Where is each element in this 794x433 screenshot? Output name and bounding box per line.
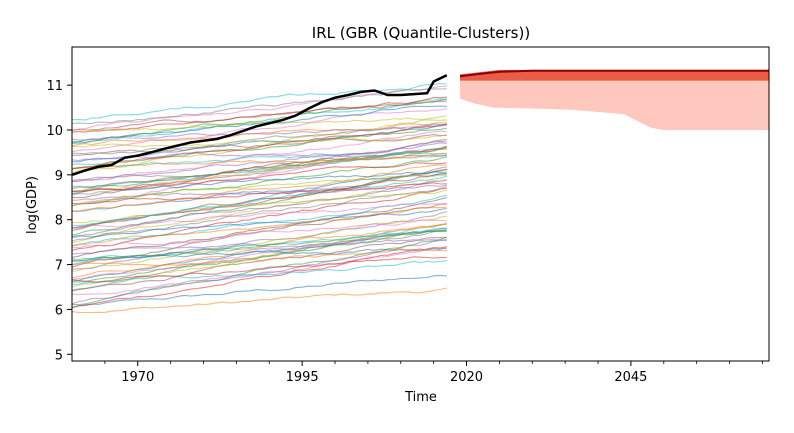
plot-frame [71,46,770,362]
forecast-inner-band [460,69,769,81]
background-series-line [71,96,447,133]
background-series-line [71,162,447,192]
background-series-line [71,164,447,213]
background-series-line [71,207,447,238]
background-series-line [71,215,447,273]
background-series-line [71,123,447,170]
background-series-line [71,247,447,262]
background-series-line [71,117,447,133]
y-tick-label: 5 [55,348,63,363]
y-axis-label: log(GDP) [25,176,40,234]
background-series-line [71,229,447,266]
background-series-line [71,83,447,121]
background-series-line [71,203,447,229]
background-series-line [71,100,447,131]
background-series-line [71,260,447,285]
background-series-line [71,223,447,279]
background-series-line [71,108,447,153]
highlight-series-line [71,74,448,176]
background-series-line [71,237,447,292]
background-series-line [71,239,447,305]
y-tick-label: 9 [55,169,63,184]
background-series-line [71,154,447,182]
background-series-line [71,153,447,188]
plot-area [71,69,769,314]
y-tick-label: 8 [55,214,63,229]
background-series-line [71,211,447,270]
forecast-central-line [459,69,769,78]
background-series-line [71,239,447,255]
background-series-line [71,287,447,314]
background-series-line [71,189,447,224]
background-series-line [71,248,447,266]
y-tick-label: 11 [46,79,63,94]
background-series-line [71,274,447,309]
background-series-line [71,134,447,148]
background-series-line [71,185,447,242]
background-series-line [71,166,447,229]
background-series-line [71,174,447,205]
x-tick-label: 2045 [614,370,647,385]
background-series-line [71,219,447,249]
background-series-line [71,153,447,169]
x-tick-label: 2020 [450,370,483,385]
x-axis-label: Time [404,390,437,405]
background-series-line [71,256,447,283]
background-series-line [71,123,447,141]
x-tick-label: 1995 [286,370,319,385]
background-series-line [72,133,447,156]
background-series-line [71,206,447,247]
y-tick-label: 10 [46,124,63,139]
y-tick-label: 6 [55,303,63,318]
y-tick-label: 7 [55,259,63,274]
forecast-outer-band [460,70,769,130]
x-tick-label: 1970 [121,370,154,385]
background-series-line [71,246,447,309]
x-axis: 1970 1995 2020 2045 [104,361,763,385]
background-series-line [71,171,447,195]
background-series-line [71,141,447,183]
background-series-line [71,187,447,251]
background-series-line [71,175,447,227]
y-axis: 5 6 7 8 9 10 11 [46,79,72,363]
chart-title: IRL (GBR (Quantile-Clusters)) [312,24,530,42]
background-series-line [71,230,447,280]
background-series-line [71,98,447,144]
